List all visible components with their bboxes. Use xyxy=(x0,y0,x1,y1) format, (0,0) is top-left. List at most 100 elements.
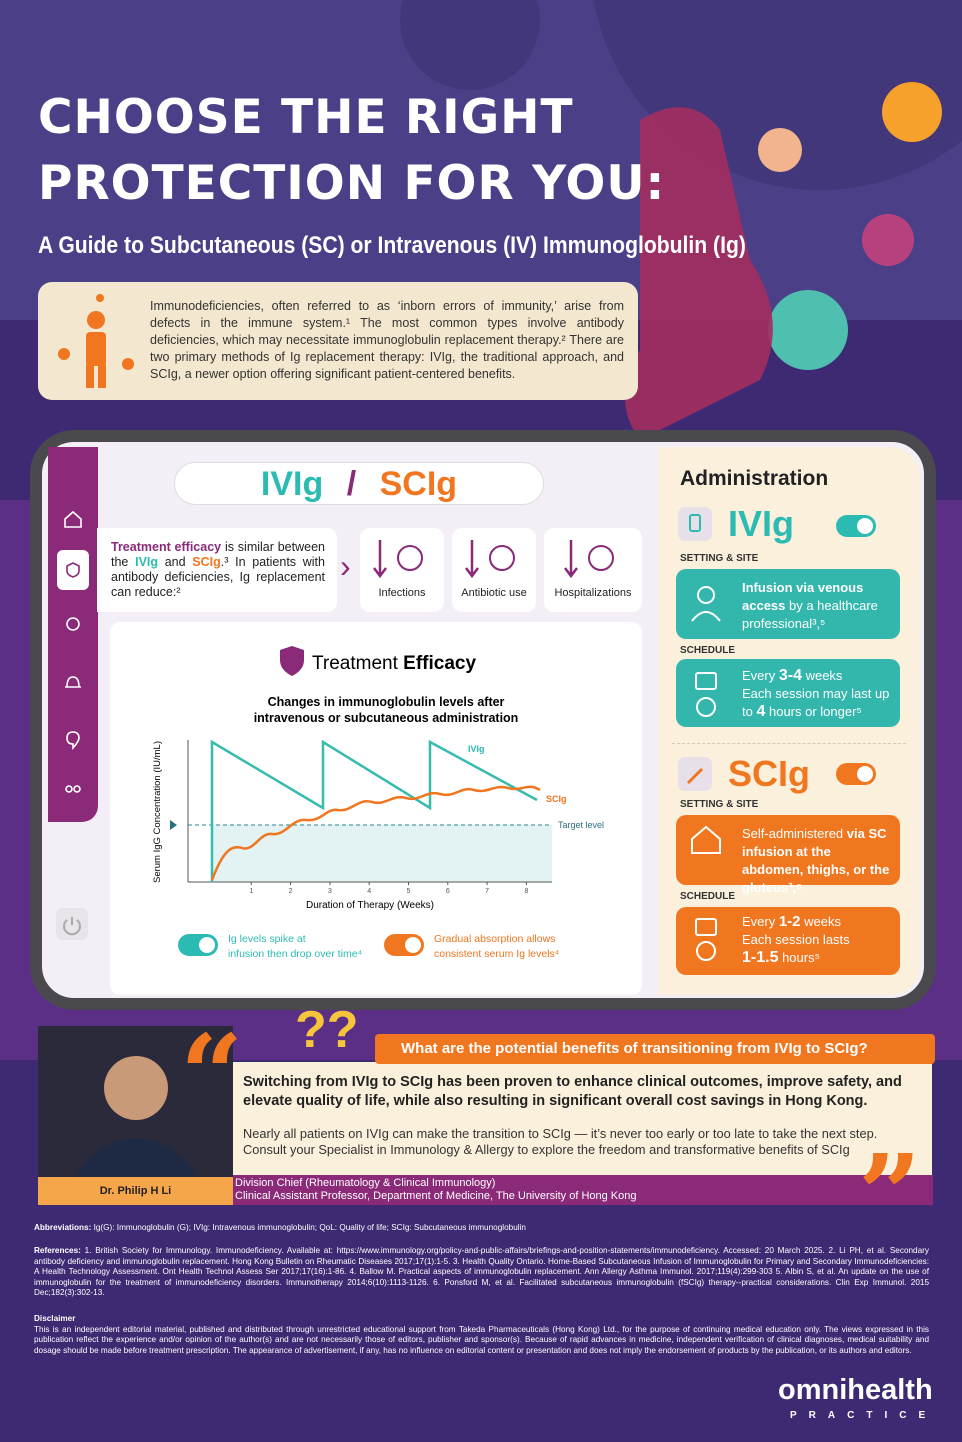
roles: Division Chief (Rheumatology & Clinical … xyxy=(233,1175,933,1205)
x-tick-label: 2 xyxy=(289,888,293,895)
role: Division Chief (Rheumatology & Clinical … xyxy=(235,1177,496,1189)
question: What are the potential benefits of trans… xyxy=(375,1034,935,1064)
target-label: Target level xyxy=(558,820,604,830)
label: References: xyxy=(34,1246,81,1255)
text: hours⁵ xyxy=(778,950,820,965)
chevron: › xyxy=(340,548,351,584)
disclaimer: Disclaimer This is an independent editori… xyxy=(34,1314,929,1356)
ivig-line-label: IVIg xyxy=(468,744,485,754)
text: weeks xyxy=(800,914,841,929)
ivig-name: IVIg xyxy=(728,503,795,544)
section-heading: SCHEDULE xyxy=(680,645,736,656)
chart-title: Changes in immunoglobulin levels after in… xyxy=(254,695,519,725)
text: weeks xyxy=(801,668,843,683)
icon xyxy=(678,757,712,791)
logo: omnihealth xyxy=(778,1374,933,1406)
legend-text: Gradual absorption allows consistent seru… xyxy=(434,933,559,960)
icon xyxy=(373,540,423,579)
label: Abbreviations: xyxy=(34,1223,92,1232)
lead: Treatment efficacy xyxy=(111,540,222,554)
x-tick-label: 5 xyxy=(407,888,411,895)
icon xyxy=(465,540,515,579)
x-tick-label: 7 xyxy=(485,888,489,895)
icon xyxy=(678,507,712,541)
x-tick-label: 3 xyxy=(328,888,332,895)
reduction-card: Infections xyxy=(360,528,444,612)
label: Disclaimer xyxy=(34,1314,76,1323)
scig-schedule: Every 1-2 weeks Each session lasts 1-1.5 h… xyxy=(676,907,900,975)
title-line: CHOOSE THE RIGHT xyxy=(38,90,574,145)
text: This is an independent editorial materia… xyxy=(34,1324,929,1355)
ivig-schedule: Every 3-4 weeks Each session may last up … xyxy=(676,659,900,727)
administration-panel: Administration IVIg SETTING & SITE Infus… xyxy=(658,447,920,995)
quote-mark: “ xyxy=(180,1010,244,1139)
toggle[interactable] xyxy=(836,763,876,785)
text: 3-4 xyxy=(778,667,802,684)
text: by a healthcare professional³,⁵ xyxy=(742,598,878,631)
text: 4 xyxy=(756,703,766,720)
separator: / xyxy=(346,465,357,503)
icon xyxy=(564,540,614,579)
icon xyxy=(58,294,134,388)
section-heading: SETTING & SITE xyxy=(680,799,759,810)
quote-bold: Switching from IVIg to SCIg has been pro… xyxy=(243,1074,902,1109)
panel-title: Administration xyxy=(680,467,829,490)
toggle-knob xyxy=(199,937,215,953)
text: 1-1.5 xyxy=(742,949,779,966)
legend-text: Ig levels spike at infusion then drop ove… xyxy=(228,933,362,960)
reduction-label: Hospitalizations xyxy=(554,587,632,599)
section-heading: SETTING & SITE xyxy=(680,553,759,564)
text: hours or longer⁵ xyxy=(765,704,862,719)
search-bar: IVIg / SCIg xyxy=(174,462,544,505)
text: 1-2 xyxy=(778,913,801,930)
heading-light: Treatment xyxy=(312,653,399,674)
icons xyxy=(691,586,721,961)
scig-line-label: SCIg xyxy=(546,794,567,804)
x-tick-label: 1 xyxy=(249,888,253,895)
heading-bold: Efficacy xyxy=(403,653,476,674)
question-marks: ?? xyxy=(295,1001,359,1059)
text: Ig(G): Immunoglobulin (G); IVIg: Intrave… xyxy=(91,1223,526,1232)
text: Each session lasts xyxy=(742,932,850,947)
intro-box: Immunodeficiencies, often referred to as… xyxy=(38,282,638,400)
intro-text: Immunodeficiencies, often referred to as… xyxy=(150,299,624,381)
references: References: 1. British Society for Immun… xyxy=(34,1246,929,1299)
title-line: PROTECTION FOR YOU: xyxy=(38,156,666,211)
text: Every xyxy=(742,668,779,683)
doctor-name: Dr. Philip H Li xyxy=(38,1177,233,1205)
text: .³ In patients with antibody deficiencie… xyxy=(111,555,325,599)
x-tick-label: 4 xyxy=(367,888,371,895)
ivig-setting: Infusion via venous access by a healthca… xyxy=(676,569,900,639)
text: is similar between the xyxy=(111,540,325,569)
reduction-card: Hospitalizations xyxy=(544,528,642,612)
x-axis-label: Duration of Therapy (Weeks) xyxy=(306,900,434,911)
efficacy-chart: Treatment Efficacy Changes in immunoglob… xyxy=(152,646,604,960)
text: and xyxy=(158,555,193,569)
quote-body: Nearly all patients on IVIg can make the… xyxy=(243,1126,878,1157)
toggle[interactable] xyxy=(836,515,876,537)
efficacy-card: Treatment Efficacy Changes in immunoglob… xyxy=(110,622,642,995)
text: via SC infusion at the abdomen, thighs, … xyxy=(742,826,890,895)
sidebar xyxy=(48,447,98,822)
x-tick-label: 8 xyxy=(524,888,528,895)
text: 1. British Society for Immunology. Immun… xyxy=(34,1246,929,1297)
section-heading: SCHEDULE xyxy=(680,891,736,902)
efficacy-note: Treatment efficacy is similar between th… xyxy=(97,528,337,612)
text: Infusion via venous access xyxy=(742,580,864,613)
text: IVIg xyxy=(135,555,159,569)
text: Every xyxy=(742,914,779,929)
subtitle: A Guide to Subcutaneous (SC) or Intraven… xyxy=(38,232,746,259)
scig-label: SCIg xyxy=(379,465,458,503)
reduction-card: Antibiotic use xyxy=(452,528,536,612)
text: Each session may last up to xyxy=(742,686,890,719)
text: SCIg xyxy=(192,555,221,569)
scig-name: SCIg xyxy=(728,753,811,794)
x-tick-label: 6 xyxy=(446,888,450,895)
power-icon xyxy=(56,908,88,940)
scig-setting: Self-administered via SC infusion at the… xyxy=(676,815,900,895)
abbreviations: Abbreviations: Ig(G): Immunoglobulin (G)… xyxy=(34,1223,929,1234)
reduction-label: Infections xyxy=(378,587,426,599)
ivig-label: IVIg xyxy=(260,465,324,503)
y-axis-label: Serum IgG Concentration (IU/mL) xyxy=(152,741,163,883)
